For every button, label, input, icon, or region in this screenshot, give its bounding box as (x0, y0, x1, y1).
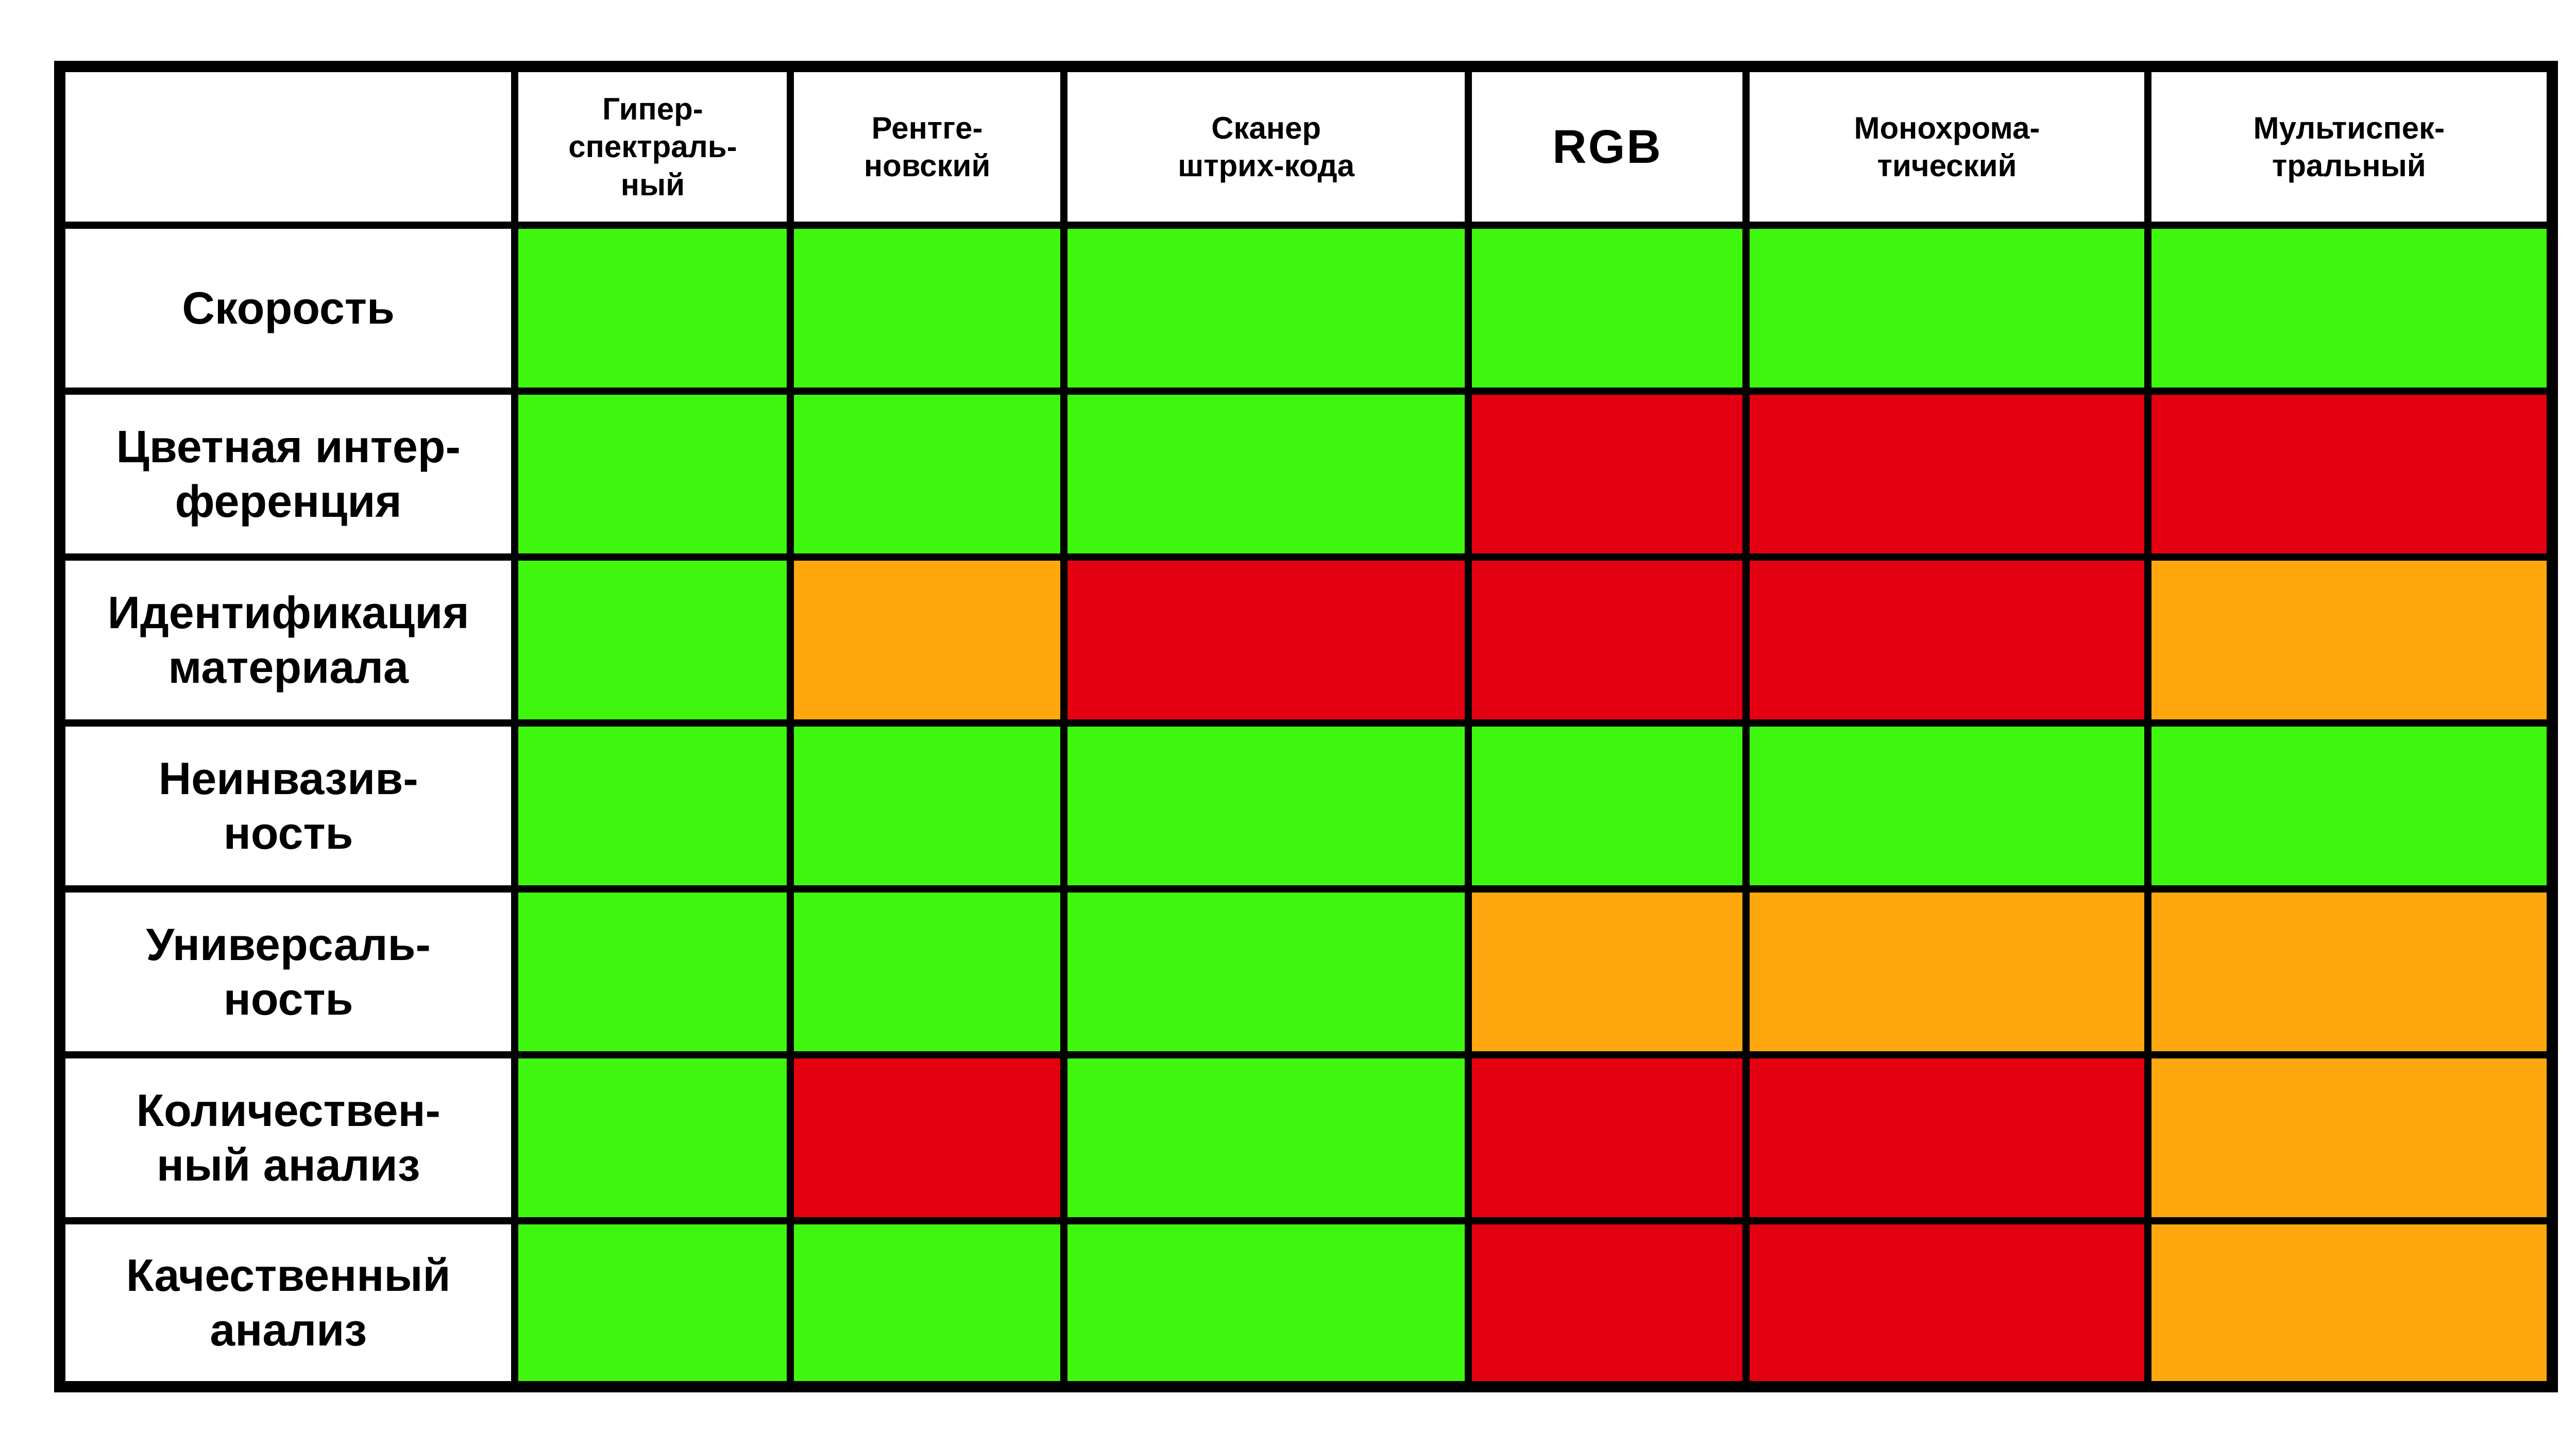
matrix-cell-color-interference-monochromatic (1742, 388, 2151, 561)
matrix-cell-material-identification-hyperspectral (511, 553, 794, 727)
matrix-cell-quantitative-analysis-multispectral (2144, 1051, 2556, 1224)
matrix-cell-quantitative-analysis-hyperspectral (511, 1051, 794, 1224)
matrix-cell-quantitative-analysis-rgb (1465, 1051, 1750, 1224)
matrix-cell-qualitative-analysis-monochromatic (1742, 1217, 2151, 1390)
matrix-cell-versatility-multispectral (2144, 885, 2556, 1058)
corner-cell (56, 63, 519, 229)
row-label-non-invasiveness: Неинвазив- ность (56, 719, 519, 893)
matrix-cell-non-invasiveness-hyperspectral (511, 719, 794, 893)
criterion-row-speed: Скорость (56, 222, 2556, 395)
matrix-cell-qualitative-analysis-hyperspectral (511, 1217, 794, 1390)
column-header-multispectral: Мультиспек- тральный (2144, 63, 2556, 229)
matrix-cell-non-invasiveness-multispectral (2144, 719, 2556, 893)
criterion-row-material-identification: Идентификация материала (56, 553, 2556, 727)
criterion-row-non-invasiveness: Неинвазив- ность (56, 719, 2556, 893)
row-label-quantitative-analysis: Количествен- ный анализ (56, 1051, 519, 1224)
criterion-row-versatility: Универсаль- ность (56, 885, 2556, 1058)
matrix-cell-qualitative-analysis-barcode-scanner (1060, 1217, 1472, 1390)
matrix-cell-versatility-rgb (1465, 885, 1750, 1058)
matrix-cell-material-identification-monochromatic (1742, 553, 2151, 727)
matrix-cell-non-invasiveness-rgb (1465, 719, 1750, 893)
matrix-cell-qualitative-analysis-xray (787, 1217, 1067, 1390)
row-label-versatility: Универсаль- ность (56, 885, 519, 1058)
matrix-cell-non-invasiveness-xray (787, 719, 1067, 893)
table-header-row: Гипер- спектраль- ный Рентге- новский Скан… (56, 63, 2556, 229)
comparison-table: Гипер- спектраль- ный Рентге- новский Скан… (54, 61, 2558, 1392)
matrix-cell-color-interference-multispectral (2144, 388, 2556, 561)
matrix-cell-speed-barcode-scanner (1060, 222, 1472, 395)
matrix-cell-speed-monochromatic (1742, 222, 2151, 395)
matrix-cell-quantitative-analysis-monochromatic (1742, 1051, 2151, 1224)
matrix-cell-speed-xray (787, 222, 1067, 395)
criterion-row-qualitative-analysis: Качественный анализ (56, 1217, 2556, 1390)
matrix-cell-versatility-barcode-scanner (1060, 885, 1472, 1058)
matrix-cell-material-identification-rgb (1465, 553, 1750, 727)
matrix-cell-quantitative-analysis-barcode-scanner (1060, 1051, 1472, 1224)
matrix-cell-speed-hyperspectral (511, 222, 794, 395)
matrix-cell-color-interference-xray (787, 388, 1067, 561)
matrix-cell-material-identification-xray (787, 553, 1067, 727)
column-header-rgb: RGB (1465, 63, 1750, 229)
table-body: Скорость Цветная интер- ференция Идентифик… (56, 222, 2556, 1390)
matrix-cell-speed-multispectral (2144, 222, 2556, 395)
matrix-cell-material-identification-barcode-scanner (1060, 553, 1472, 727)
criterion-row-color-interference: Цветная интер- ференция (56, 388, 2556, 561)
row-label-qualitative-analysis: Качественный анализ (56, 1217, 519, 1390)
column-header-barcode-scanner: Сканер штрих-кода (1060, 63, 1472, 229)
matrix-cell-non-invasiveness-barcode-scanner (1060, 719, 1472, 893)
matrix-cell-color-interference-barcode-scanner (1060, 388, 1472, 561)
row-label-color-interference: Цветная интер- ференция (56, 388, 519, 561)
matrix-cell-versatility-hyperspectral (511, 885, 794, 1058)
matrix-cell-versatility-monochromatic (1742, 885, 2151, 1058)
matrix-cell-non-invasiveness-monochromatic (1742, 719, 2151, 893)
matrix-cell-color-interference-hyperspectral (511, 388, 794, 561)
matrix-cell-quantitative-analysis-xray (787, 1051, 1067, 1224)
column-header-xray: Рентге- новский (787, 63, 1067, 229)
matrix-cell-versatility-xray (787, 885, 1067, 1058)
matrix-cell-color-interference-rgb (1465, 388, 1750, 561)
matrix-cell-qualitative-analysis-rgb (1465, 1217, 1750, 1390)
matrix-cell-qualitative-analysis-multispectral (2144, 1217, 2556, 1390)
matrix-cell-material-identification-multispectral (2144, 553, 2556, 727)
column-header-monochromatic: Монохрома- тический (1742, 63, 2151, 229)
criterion-row-quantitative-analysis: Количествен- ный анализ (56, 1051, 2556, 1224)
row-label-material-identification: Идентификация материала (56, 553, 519, 727)
column-header-hyperspectral: Гипер- спектраль- ный (511, 63, 794, 229)
row-label-speed: Скорость (56, 222, 519, 395)
matrix-cell-speed-rgb (1465, 222, 1750, 395)
